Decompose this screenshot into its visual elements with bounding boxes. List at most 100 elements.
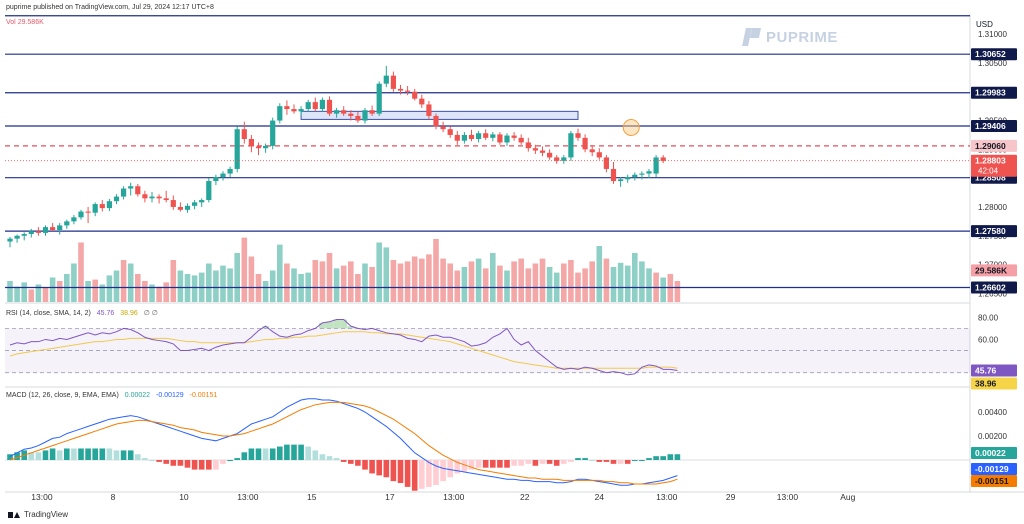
volume-bar: [568, 260, 574, 302]
macd-histogram-bar: [667, 454, 674, 460]
macd-histogram-bar: [674, 454, 681, 460]
volume-bar: [582, 268, 588, 302]
macd-line: [9, 398, 678, 486]
candle-body: [42, 227, 49, 233]
candle-body: [412, 91, 418, 99]
candle-body: [277, 106, 283, 121]
candle-body: [184, 205, 191, 210]
volume-bar: [461, 267, 468, 302]
volume-bar: [362, 263, 368, 302]
candle-body: [618, 179, 624, 182]
candle-body: [71, 217, 77, 222]
macd-histogram-bar: [277, 446, 283, 460]
macd-macd-badge-label: -0.00129: [975, 464, 1009, 474]
volume-bar: [71, 263, 77, 302]
macd-histogram-bar: [646, 458, 652, 460]
candle-body: [518, 137, 524, 143]
macd-signal-line: [9, 401, 678, 485]
volume-bar: [632, 253, 638, 302]
volume-bar: [639, 261, 645, 302]
macd-histogram-bar: [234, 458, 240, 460]
volume-bar: [213, 270, 219, 302]
macd-histogram-bar: [454, 460, 461, 474]
volume-bar: [35, 284, 42, 302]
macd-histogram-bar: [561, 460, 567, 464]
volume-bar: [596, 246, 603, 302]
candle-body: [270, 120, 276, 146]
candle-body: [177, 206, 183, 210]
candle-body: [106, 201, 112, 209]
candle-body: [92, 204, 98, 213]
candle-body: [35, 231, 41, 233]
macd-histogram-bar: [255, 448, 262, 460]
macd-histogram-bar: [340, 460, 347, 462]
volume-bar: [284, 263, 290, 302]
candle-body: [433, 115, 439, 127]
volume-bar: [312, 260, 319, 302]
candle-body: [355, 115, 361, 121]
macd-histogram-bar: [156, 460, 162, 462]
macd-histogram-bar: [92, 448, 98, 460]
volume-bar: [504, 270, 510, 302]
candle-body: [525, 142, 531, 149]
candle-body: [539, 150, 546, 153]
macd-histogram-bar: [525, 460, 532, 464]
volume-bar: [277, 244, 283, 302]
rsi-sma-badge-label: 38.96: [975, 378, 997, 388]
candle-body: [128, 186, 134, 189]
volume-bar: [376, 242, 382, 302]
rsi-value-badge-label: 45.76: [975, 365, 997, 375]
macd-histogram-bar: [610, 460, 617, 464]
candle-body: [348, 113, 354, 116]
volume-bar: [56, 281, 63, 302]
macd-histogram-bar: [191, 460, 198, 470]
volume-bar: [220, 265, 226, 302]
level-badge-label: 1.28508: [975, 173, 1006, 183]
macd-legend: MACD (12, 26, close, 9, EMA, EMA) 0.0002…: [6, 392, 217, 399]
candle-body: [419, 98, 425, 105]
macd-histogram-bar: [617, 460, 624, 464]
candle-body: [85, 211, 91, 213]
volume-bar: [646, 268, 652, 302]
candle-body: [241, 129, 247, 139]
macd-histogram-bar: [269, 448, 276, 460]
macd-histogram-bar: [284, 444, 290, 460]
volume-bar: [383, 247, 390, 302]
candle-body: [142, 194, 148, 199]
time-tick-label: Aug: [840, 492, 855, 502]
candle-body: [149, 196, 155, 199]
candle-body: [362, 110, 368, 121]
bar-countdown-label: 42:04: [978, 167, 999, 176]
volume-bar: [127, 263, 134, 302]
rsi-tick-label: 60.00: [978, 335, 999, 344]
volume-bar: [142, 281, 148, 302]
macd-hist-value: 0.00022: [124, 392, 151, 399]
candle-body: [589, 149, 595, 153]
volume-bar: [99, 284, 106, 302]
volume-bar: [163, 282, 169, 302]
macd-histogram-bar: [660, 456, 666, 460]
level-badge: [971, 119, 1017, 132]
volume-badge: [971, 264, 1017, 277]
candle-body: [497, 134, 503, 143]
candle-body: [532, 148, 538, 151]
volume-bar: [340, 265, 347, 302]
brand-logo: PUPRIME: [744, 28, 838, 46]
volume-value: 29.586K: [17, 19, 44, 26]
macd-histogram-bar: [113, 450, 120, 460]
macd-histogram-bar: [383, 460, 390, 478]
macd-histogram-bar: [142, 458, 148, 460]
macd-histogram-bar: [596, 460, 603, 462]
level-badge: [971, 281, 1017, 294]
volume-bar: [369, 267, 375, 302]
tradingview-text: TradingView: [24, 510, 69, 519]
level-badge: [971, 139, 1017, 152]
volume-bar: [7, 281, 13, 302]
candle-body: [220, 173, 226, 178]
macd-histogram-bar: [632, 460, 638, 461]
candle-body: [21, 234, 27, 236]
candle-body: [248, 138, 254, 147]
candle-body: [291, 109, 297, 112]
macd-histogram-bar: [71, 448, 77, 460]
